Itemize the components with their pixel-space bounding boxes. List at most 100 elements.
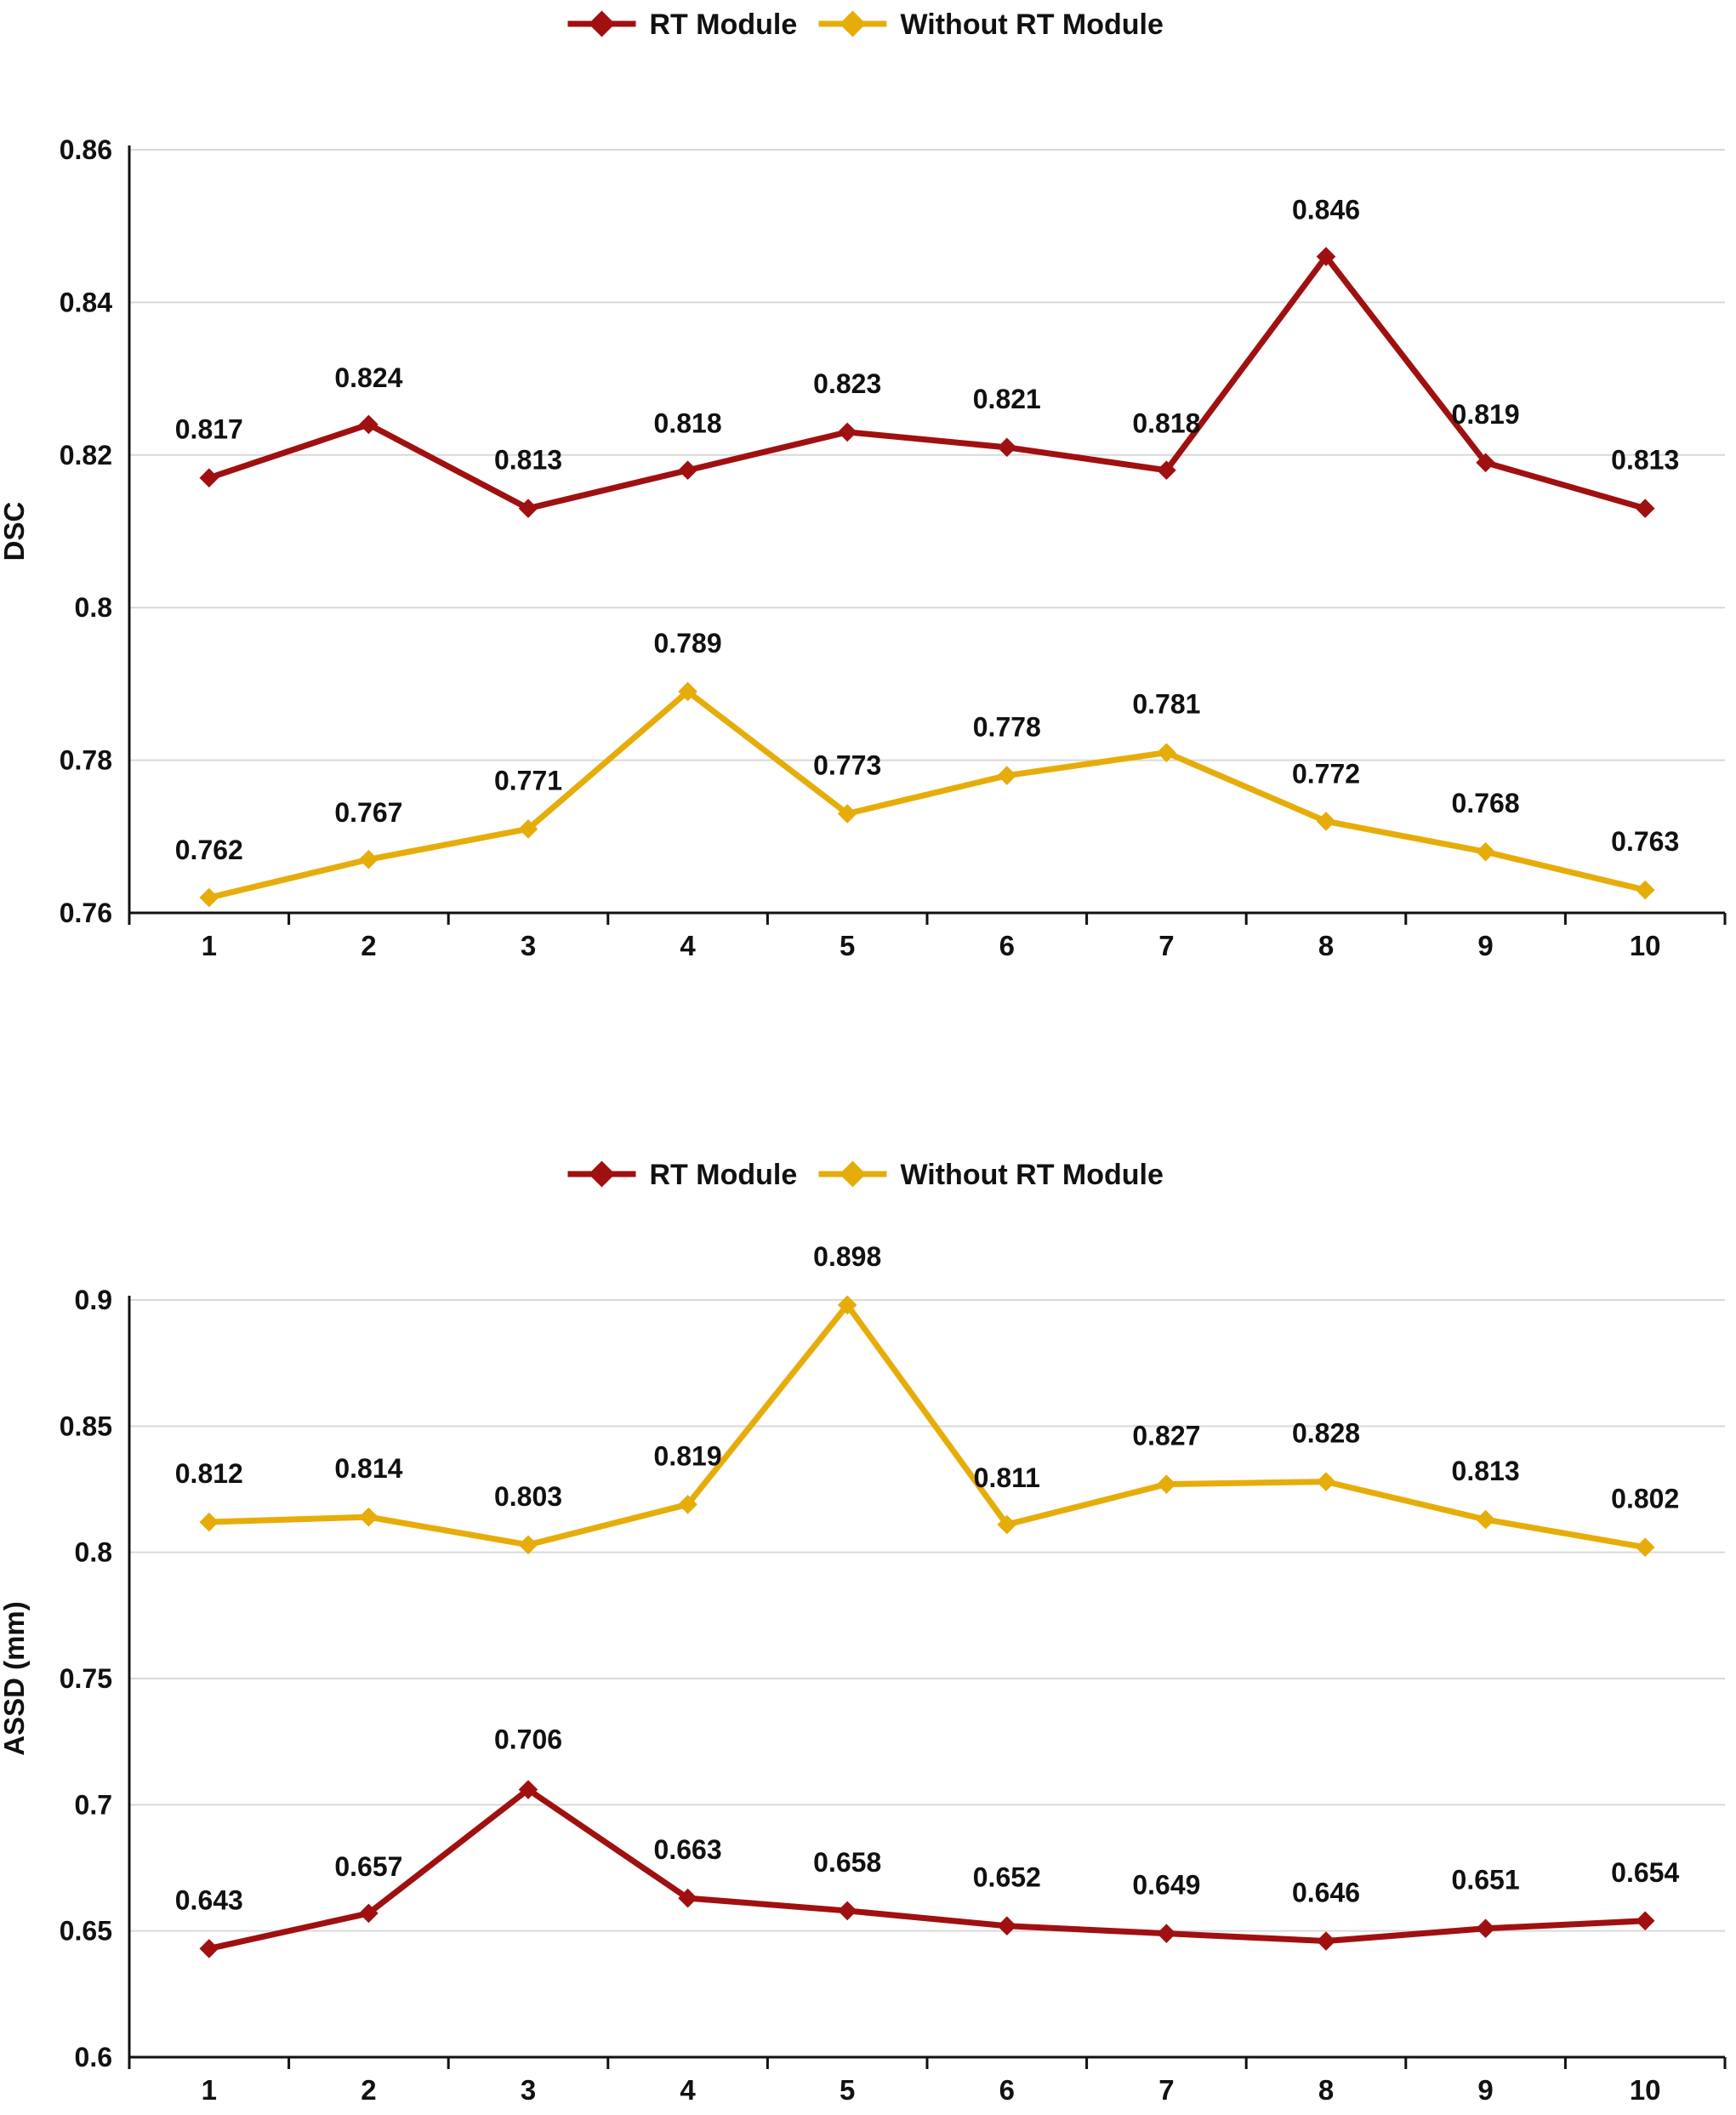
series-line — [206, 688, 1648, 901]
data-label: 0.763 — [1611, 826, 1679, 857]
data-label: 0.789 — [654, 628, 722, 658]
x-tick-label: 9 — [1477, 2074, 1493, 2106]
data-point[interactable] — [359, 1507, 379, 1527]
data-label: 0.827 — [1132, 1421, 1200, 1451]
data-label: 0.767 — [334, 797, 402, 828]
legend-label: RT Module — [650, 9, 798, 41]
x-tick-label: 2 — [361, 2074, 376, 2106]
series-1: 0.817 0.824 0.813 0.818 0.823 0.821 0.818 0.846… — [175, 195, 1679, 518]
data-label: 0.771 — [494, 765, 562, 795]
data-label: 0.828 — [1292, 1418, 1360, 1449]
data-point[interactable] — [359, 849, 379, 869]
data-point[interactable] — [1316, 1472, 1336, 1491]
data-point[interactable] — [1476, 841, 1495, 862]
diamond-marker-icon — [839, 1160, 867, 1188]
data-label: 0.654 — [1611, 1857, 1679, 1888]
data-point[interactable] — [199, 1939, 219, 1958]
x-tick-label: 4 — [680, 2074, 696, 2106]
data-label: 0.811 — [974, 1462, 1040, 1493]
x-tick-label: 8 — [1318, 2074, 1334, 2106]
data-point[interactable] — [1635, 1911, 1655, 1931]
y-tick-label: 0.76 — [60, 898, 112, 928]
data-point[interactable] — [678, 1888, 697, 1908]
data-label: 0.781 — [1132, 689, 1200, 720]
y-tick-label: 0.85 — [60, 1411, 112, 1441]
data-point[interactable] — [1635, 499, 1655, 518]
data-label: 0.814 — [334, 1453, 402, 1484]
y-tick-label: 0.78 — [60, 745, 112, 776]
data-point[interactable] — [518, 819, 538, 839]
data-point[interactable] — [1157, 1474, 1176, 1494]
data-point[interactable] — [1157, 460, 1176, 481]
data-point[interactable] — [518, 499, 538, 518]
data-point[interactable] — [1635, 1537, 1655, 1558]
data-point[interactable] — [359, 1903, 379, 1924]
data-point[interactable] — [1476, 453, 1495, 473]
data-point[interactable] — [678, 460, 697, 481]
data-point[interactable] — [837, 1901, 857, 1921]
data-point[interactable] — [359, 414, 379, 435]
data-point[interactable] — [518, 1780, 538, 1799]
data-label: 0.762 — [175, 835, 243, 865]
data-point[interactable] — [678, 681, 697, 702]
data-label: 0.819 — [654, 1440, 722, 1471]
legend-item-2[interactable]: Without RT Module — [818, 1159, 1164, 1191]
y-tick-label: 0.6 — [75, 2042, 112, 2072]
data-point[interactable] — [837, 1295, 857, 1315]
series-2: 0.762 0.767 0.771 0.789 0.773 0.778 0.781 0.772… — [175, 628, 1679, 908]
y-tick-label: 0.8 — [75, 592, 112, 623]
x-tick-label: 3 — [521, 2074, 536, 2106]
data-point[interactable] — [997, 1514, 1017, 1535]
series-line — [206, 1787, 1648, 1952]
data-label: 0.823 — [813, 368, 881, 399]
y-tick-label: 0.86 — [60, 134, 112, 165]
data-point[interactable] — [199, 1512, 219, 1532]
data-label: 0.813 — [1452, 1456, 1520, 1486]
x-tick-label: 10 — [1630, 930, 1661, 961]
data-label: 0.821 — [973, 384, 1041, 414]
legend-item-1[interactable]: RT Module — [567, 9, 798, 41]
data-point[interactable] — [1316, 1931, 1336, 1951]
data-label: 0.813 — [1611, 445, 1679, 476]
data-point[interactable] — [1635, 880, 1655, 900]
data-point[interactable] — [1316, 247, 1336, 266]
x-tick-label: 8 — [1318, 930, 1334, 961]
x-tick-label: 9 — [1477, 930, 1493, 961]
data-label: 0.658 — [813, 1847, 881, 1878]
data-point[interactable] — [997, 1916, 1017, 1936]
chart-panel-1: RT Module Without RT Module 0.76 0.78 0.8 0.8… — [0, 9, 1727, 961]
data-label: 0.773 — [813, 750, 881, 780]
data-label: 0.652 — [973, 1862, 1041, 1893]
data-point[interactable] — [837, 804, 857, 824]
data-label: 0.663 — [654, 1834, 722, 1865]
data-point[interactable] — [678, 1494, 697, 1514]
data-point[interactable] — [1157, 743, 1176, 762]
x-tick-label: 3 — [521, 930, 536, 961]
legend-label: Without RT Module — [901, 1159, 1164, 1191]
data-label: 0.657 — [334, 1851, 402, 1882]
data-point[interactable] — [837, 422, 857, 442]
data-point[interactable] — [199, 887, 219, 908]
data-point[interactable] — [997, 766, 1017, 785]
data-label: 0.651 — [1452, 1865, 1520, 1896]
legend-item-2[interactable]: Without RT Module — [818, 9, 1164, 41]
y-tick-label: 0.84 — [60, 287, 112, 317]
x-tick-label: 1 — [202, 2074, 217, 2106]
x-tick-label: 2 — [361, 930, 376, 961]
y-tick-label: 0.82 — [60, 440, 112, 470]
data-label: 0.818 — [1132, 408, 1200, 439]
data-point[interactable] — [1316, 812, 1336, 831]
legend-label: RT Module — [650, 1159, 798, 1191]
data-point[interactable] — [518, 1535, 538, 1555]
x-tick-label: 10 — [1630, 2074, 1661, 2106]
data-point[interactable] — [1476, 1918, 1495, 1939]
data-point[interactable] — [1157, 1924, 1176, 1943]
data-point[interactable] — [199, 468, 219, 488]
data-label: 0.817 — [175, 414, 243, 445]
data-point[interactable] — [1476, 1509, 1495, 1530]
series-line — [206, 254, 1648, 512]
legend-item-1[interactable]: RT Module — [567, 1159, 798, 1191]
data-point[interactable] — [997, 437, 1017, 458]
data-label: 0.802 — [1611, 1484, 1679, 1514]
y-tick-label: 0.7 — [75, 1789, 112, 1820]
